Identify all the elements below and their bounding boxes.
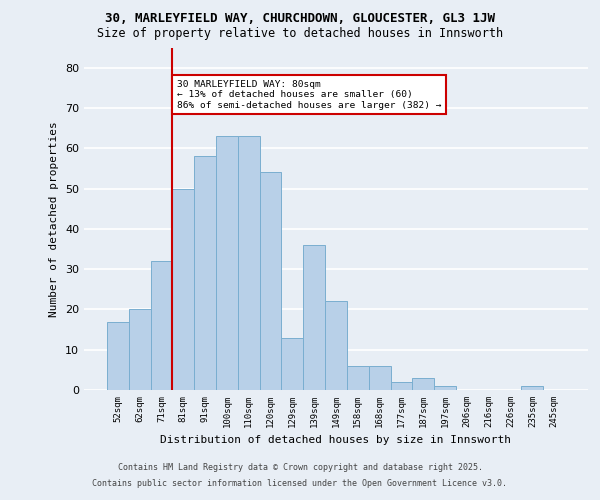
Bar (521, 386, 543, 390)
Bar (434, 386, 456, 390)
Bar (172, 188, 194, 390)
Text: 30, MARLEYFIELD WAY, CHURCHDOWN, GLOUCESTER, GL3 1JW: 30, MARLEYFIELD WAY, CHURCHDOWN, GLOUCES… (105, 12, 495, 26)
Bar (391, 382, 412, 390)
Bar (412, 378, 434, 390)
Bar (129, 310, 151, 390)
Bar (281, 338, 303, 390)
Text: Contains HM Land Registry data © Crown copyright and database right 2025.: Contains HM Land Registry data © Crown c… (118, 464, 482, 472)
Bar (347, 366, 369, 390)
Bar (303, 245, 325, 390)
Bar (151, 261, 172, 390)
Bar (216, 136, 238, 390)
Bar (369, 366, 391, 390)
Bar (107, 322, 129, 390)
Bar (260, 172, 281, 390)
Bar (238, 136, 260, 390)
X-axis label: Distribution of detached houses by size in Innsworth: Distribution of detached houses by size … (161, 436, 511, 446)
Bar (325, 302, 347, 390)
Y-axis label: Number of detached properties: Number of detached properties (49, 121, 59, 316)
Bar (194, 156, 216, 390)
Text: Size of property relative to detached houses in Innsworth: Size of property relative to detached ho… (97, 28, 503, 40)
Text: 30 MARLEYFIELD WAY: 80sqm
← 13% of detached houses are smaller (60)
86% of semi-: 30 MARLEYFIELD WAY: 80sqm ← 13% of detac… (177, 80, 441, 110)
Text: Contains public sector information licensed under the Open Government Licence v3: Contains public sector information licen… (92, 478, 508, 488)
